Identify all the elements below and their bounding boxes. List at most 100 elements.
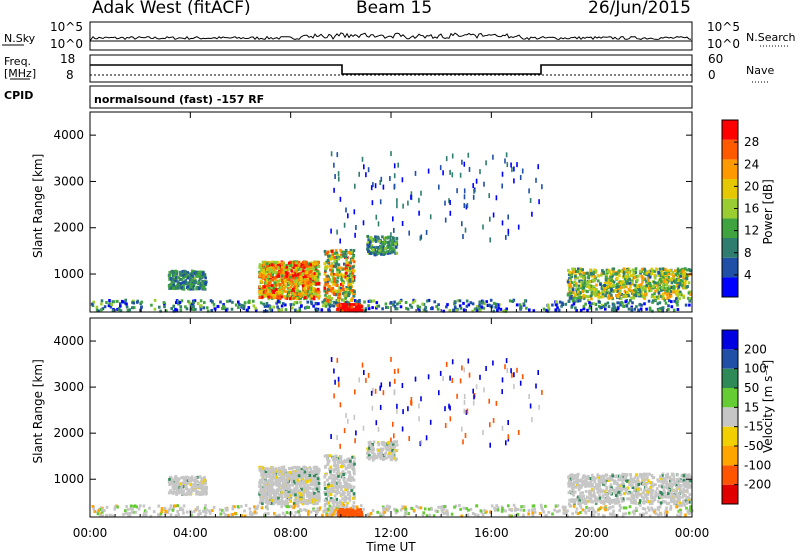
power-cell: [352, 254, 355, 258]
power-cell: [243, 304, 246, 308]
velocity-cell: [337, 491, 341, 494]
power-cell: [352, 265, 355, 269]
velocity-cell: [317, 493, 321, 496]
power-cell: [185, 307, 189, 311]
power-cell: [331, 277, 335, 281]
velocity-cell: [333, 485, 336, 489]
power-cell: [331, 286, 335, 290]
velocity-cell: [327, 494, 330, 498]
velocity-cell: [291, 489, 295, 493]
velocity-cell: [379, 447, 383, 451]
power-cell: [280, 295, 283, 299]
power-cell: [350, 305, 354, 309]
power-cell: [179, 278, 182, 281]
power-cell: [355, 304, 358, 308]
velocity-cell: [593, 485, 596, 489]
power-cell: [203, 273, 207, 277]
velocity-cell: [300, 475, 304, 479]
velocity-cell: [295, 482, 299, 486]
velocity-cell: [339, 457, 343, 461]
power-cell: [369, 240, 372, 244]
power-cell: [273, 281, 277, 285]
velocity-cell: [316, 477, 320, 481]
power-cell: [276, 266, 280, 270]
power-cell: [192, 301, 195, 305]
velocity-cell: [572, 498, 575, 502]
power-cell: [334, 289, 338, 293]
power-cell: [617, 292, 621, 296]
velocity-cell: [304, 466, 307, 470]
power-cell: [642, 287, 645, 290]
velocity-cell: [260, 488, 263, 492]
power-cell: [230, 307, 234, 311]
power-cell: [334, 174, 336, 179]
power-cell: [453, 305, 457, 309]
power-cell: [610, 278, 613, 282]
power-cell: [595, 307, 598, 311]
power-cell: [346, 251, 350, 254]
power-cell: [653, 276, 657, 280]
power-cell: [631, 282, 634, 286]
power-cell: [592, 270, 596, 274]
velocity-cell: [302, 496, 305, 500]
power-colorbar-swatch: [722, 277, 738, 297]
power-cell: [600, 284, 604, 288]
power-cell: [648, 287, 651, 290]
velocity-cell: [388, 451, 391, 455]
power-cell: [377, 251, 381, 255]
power-cell: [492, 301, 496, 305]
velocity-cell: [338, 501, 342, 505]
power-cell: [343, 274, 347, 278]
velocity-cell: [301, 486, 305, 490]
velocity-cell: [269, 496, 272, 500]
power-cell: [573, 296, 576, 300]
velocity-cell: [306, 499, 310, 503]
velocity-cell: [395, 457, 398, 461]
power-cell: [305, 267, 308, 271]
velocity-cell: [587, 474, 590, 478]
power-cell: [354, 307, 358, 311]
power-cell: [267, 288, 270, 292]
power-cell: [290, 276, 294, 280]
power-cell: [310, 300, 313, 304]
velocity-cell: [366, 456, 369, 459]
power-cell: [504, 158, 506, 164]
power-cell: [314, 288, 318, 292]
power-cell: [295, 269, 298, 273]
velocity-cell: [315, 485, 319, 489]
power-cell: [478, 300, 482, 304]
power-cell: [374, 235, 377, 239]
velocity-cell: [679, 480, 682, 483]
velocity-cell: [317, 481, 321, 485]
power-cell: [344, 296, 347, 300]
velocity-cell: [172, 485, 176, 489]
power-cell: [344, 290, 347, 294]
velocity-cell: [367, 444, 371, 447]
velocity-cell: [343, 491, 346, 495]
power-cell: [262, 268, 265, 272]
power-cell: [277, 309, 281, 313]
velocity-cell: [293, 478, 297, 482]
power-cell: [268, 305, 272, 309]
power-cell: [352, 303, 356, 307]
power-cell: [216, 304, 220, 308]
power-cell: [359, 309, 363, 313]
power-cell: [355, 309, 359, 313]
power-cell: [315, 278, 318, 282]
power-cell: [590, 274, 594, 278]
power-cell: [483, 181, 485, 187]
power-cell: [398, 300, 402, 304]
velocity-cell: [305, 479, 308, 483]
velocity-cell: [282, 501, 286, 505]
velocity-cell: [382, 443, 385, 447]
velocity-cell: [275, 500, 279, 504]
velocity-cell: [634, 482, 638, 485]
power-cell: [380, 252, 383, 256]
velocity-cell: [331, 500, 335, 504]
power-cell: [281, 264, 284, 268]
velocity-cell: [386, 446, 390, 450]
power-cell: [422, 302, 426, 306]
velocity-cell: [300, 469, 303, 473]
power-cell: [279, 291, 283, 295]
power-cell: [381, 241, 384, 244]
